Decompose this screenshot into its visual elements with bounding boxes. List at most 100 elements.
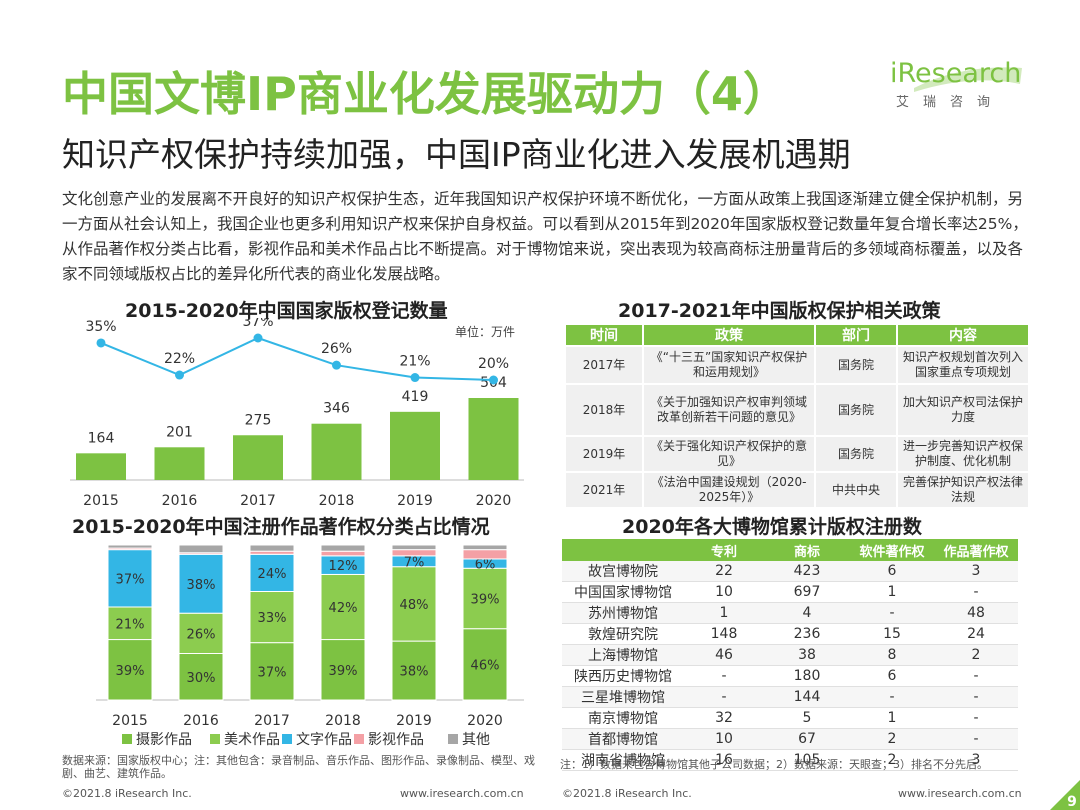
museum-row: 陕西历史博物馆 -180 6-: [562, 665, 1018, 687]
museum-cell: -: [934, 665, 1018, 687]
policy-cell: 知识产权规划首次列入国家重点专项规划: [898, 347, 1028, 383]
chart2-segment: [249, 642, 295, 701]
museum-cell: 32: [684, 707, 764, 729]
chart2-legend-label: 摄影作品: [136, 732, 192, 748]
museum-cell: 湖南省博物馆: [562, 749, 684, 771]
museum-cell: -: [934, 581, 1018, 603]
museum-row: 苏州博物馆 1 4-48: [562, 602, 1018, 624]
chart2-legend-swatch: [210, 734, 220, 744]
policy-table: 时间 政策 部门 内容 2017年 《“十三五”国家知识产权保护和运用规划》 国…: [564, 323, 1030, 509]
chart2-segment: [462, 549, 508, 560]
chart2-segment: [320, 639, 366, 701]
chart2-segment-label: 6%: [475, 558, 496, 573]
chart2-title: 2015-2020年中国注册作品著作权分类占比情况: [72, 516, 490, 538]
chart1-bar-label: 346: [323, 401, 350, 417]
chart2-segment: [391, 566, 437, 642]
policy-cell: 2021年: [566, 473, 642, 507]
museum-cell: 67: [764, 728, 850, 750]
chart2-segment-label: 39%: [116, 664, 145, 679]
chart2-legend-label: 美术作品: [224, 732, 280, 748]
museum-header-trademark: 商标: [764, 539, 850, 561]
chart2-segment: [249, 544, 295, 552]
museum-cell: 故宫博物院: [562, 561, 684, 582]
chart1-growth-line: [100, 336, 494, 381]
chart1-bar: [76, 453, 126, 480]
museum-cell: 15: [850, 623, 934, 645]
museum-row: 南京博物馆 32 5 1-: [562, 707, 1018, 729]
page-subtitle: 知识产权保护持续加强，中国IP商业化进入发展机遇期: [62, 135, 851, 174]
chart2-segment-label: 38%: [400, 665, 429, 680]
museum-header-software: 软件著作权: [850, 539, 934, 561]
chart1-growth-point: [332, 360, 341, 370]
policy-cell: 2017年: [566, 347, 642, 383]
museum-header-works: 作品著作权: [934, 539, 1018, 561]
chart1-bar-label: 201: [166, 424, 193, 440]
logo-swoosh-icon: [914, 67, 1022, 92]
chart2-segment-label: 33%: [258, 611, 287, 626]
chart2-x-tick: 2018: [325, 713, 361, 729]
chart1-growth-label: 26%: [321, 341, 352, 357]
policy-cell: 《法治中国建设规划（2020-2025年）》: [644, 473, 814, 507]
museum-row: 三星堆博物馆 -144- -: [562, 686, 1018, 708]
policy-cell: 国务院: [816, 347, 896, 383]
policy-cell: 中共中央: [816, 473, 896, 507]
chart2-segment-label: 39%: [329, 664, 358, 679]
chart2-segment-label: 7%: [404, 555, 425, 570]
policy-cell: 2019年: [566, 437, 642, 471]
museum-table: 专利 商标 软件著作权 作品著作权 故宫博物院 22 423 6 3 中国国家博物馆 10…: [562, 539, 1018, 771]
policy-row: 2021年 《法治中国建设规划（2020-2025年）》 中共中央 完善保护知识…: [566, 473, 1028, 507]
museum-cell: 三星堆博物馆: [562, 686, 684, 708]
chart2-segment-label: 37%: [258, 665, 287, 680]
museum-cell: 5: [764, 707, 850, 729]
museum-cell: 38: [764, 644, 850, 666]
intro-paragraph: 文化创意产业的发展离不开良好的知识产权保护生态，近年我国知识产权保护环境不断优化…: [62, 190, 1028, 283]
page-number: 9: [1067, 794, 1077, 810]
footer-copyright-left: ©2021.8 iResearch Inc.: [62, 787, 192, 800]
chart2-segment: [391, 549, 437, 557]
chart2-segment-label: 30%: [187, 671, 216, 686]
chart2-segment-label: 37%: [116, 572, 145, 587]
museum-cell: 236: [764, 623, 850, 645]
chart2-segment-label: 21%: [116, 617, 145, 632]
chart2-x-tick: 2020: [467, 713, 503, 729]
museum-cell: 2: [850, 749, 934, 771]
chart2-segment-label: 38%: [187, 578, 216, 593]
chart2-legend-swatch: [122, 734, 132, 744]
policy-cell: 《关于强化知识产权保护的意见》: [644, 437, 814, 471]
museum-cell: 中国国家博物馆: [562, 581, 684, 603]
page-number-badge: 9: [1050, 780, 1080, 810]
chart2-segment-label: 26%: [187, 627, 216, 642]
chart2-x-tick: 2017: [254, 713, 290, 729]
museum-cell: -: [684, 686, 764, 708]
source-note-left: 数据来源：国家版权中心；注：其他包含：录音制品、音乐作品、图形作品、录像制品、模…: [62, 754, 535, 780]
chart1-bar-label: 419: [402, 389, 429, 405]
museum-header-blank: [562, 539, 684, 561]
chart1-growth-point: [96, 338, 106, 348]
museum-cell: 3: [934, 561, 1018, 582]
chart1-growth-point: [253, 333, 263, 343]
policy-row: 2017年 《“十三五”国家知识产权保护和运用规划》 国务院 知识产权规划首次列…: [566, 347, 1028, 383]
chart1-bar-label: 164: [88, 430, 115, 446]
footer-url-right: www.iresearch.com.cn: [898, 787, 1022, 800]
museum-cell: 苏州博物馆: [562, 602, 684, 624]
chart2-legend-label: 文字作品: [296, 732, 352, 748]
museum-cell: 3: [934, 749, 1018, 771]
museum-cell: -: [934, 707, 1018, 729]
page-corner-icon: [1050, 780, 1080, 810]
chart2-segment: [249, 553, 295, 592]
policy-cell: 进一步完善知识产权保护制度、优化机制: [898, 437, 1028, 471]
footer-url-left: www.iresearch.com.cn: [400, 787, 524, 800]
museum-cell: 陕西历史博物馆: [562, 665, 684, 687]
museum-cell: 105: [764, 749, 850, 771]
museum-row: 中国国家博物馆 10 697 1-: [562, 581, 1018, 603]
chart2-legend-swatch: [448, 734, 458, 744]
chart2-segment: [178, 653, 224, 701]
policy-cell: 《“十三五”国家知识产权保护和运用规划》: [644, 347, 814, 383]
museum-cell: 46: [684, 644, 764, 666]
chart2-segment: [320, 544, 366, 552]
chart2-segment-label: 42%: [329, 601, 358, 616]
chart2-x-tick: 2016: [183, 713, 219, 729]
museum-cell: 1: [850, 581, 934, 603]
chart1-bar: [154, 447, 205, 480]
chart1-growth-label: 37%: [242, 318, 273, 330]
